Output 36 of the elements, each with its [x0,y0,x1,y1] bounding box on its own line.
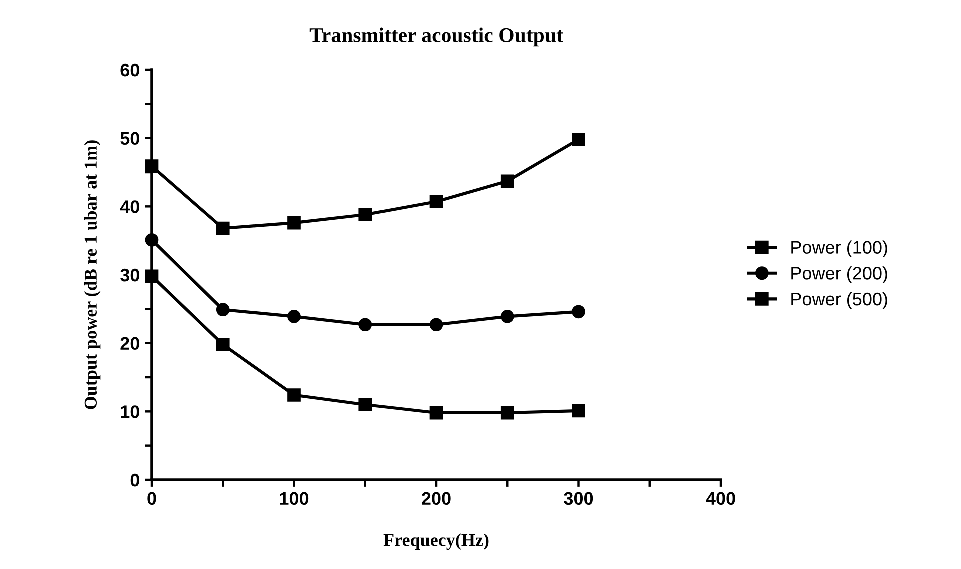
point [358,318,372,332]
point [358,208,372,222]
point [358,398,372,412]
legend-label: Power (100) [792,240,888,258]
y-tick-label: 20 [120,337,140,350]
point [572,133,586,146]
point [288,216,301,230]
point [500,310,514,324]
y-tick-label: 10 [121,406,140,418]
x-tick-label: 0 [148,492,156,506]
point [216,338,230,352]
legend-label: Power (200) [792,266,888,284]
x-axis-title: Frequecy(Hz) [384,534,489,550]
chart-title: Transmitter acoustic Output [310,28,564,47]
point [500,174,514,188]
y-tick-label: 40 [120,200,140,214]
point [430,318,444,332]
y-tick-label: 60 [120,64,140,77]
x-tick-label: 100 [280,492,309,506]
point [572,404,586,418]
x-tick-label: 300 [564,492,594,506]
x-tick-label: 200 [422,492,451,506]
point [288,388,301,402]
point [572,305,586,319]
y-axis-title: Output power (dB re 1 ubar at 1m) [84,140,101,410]
point [288,310,301,324]
y-tick-label: 0 [130,474,140,487]
point [216,303,230,317]
legend-label: Power (500) [792,292,888,310]
x-tick-label: 400 [706,492,736,506]
point [216,222,230,236]
point [430,195,444,209]
point [500,406,514,420]
y-tick-label: 30 [120,268,140,282]
point [430,406,444,420]
y-tick-label: 50 [120,132,140,146]
